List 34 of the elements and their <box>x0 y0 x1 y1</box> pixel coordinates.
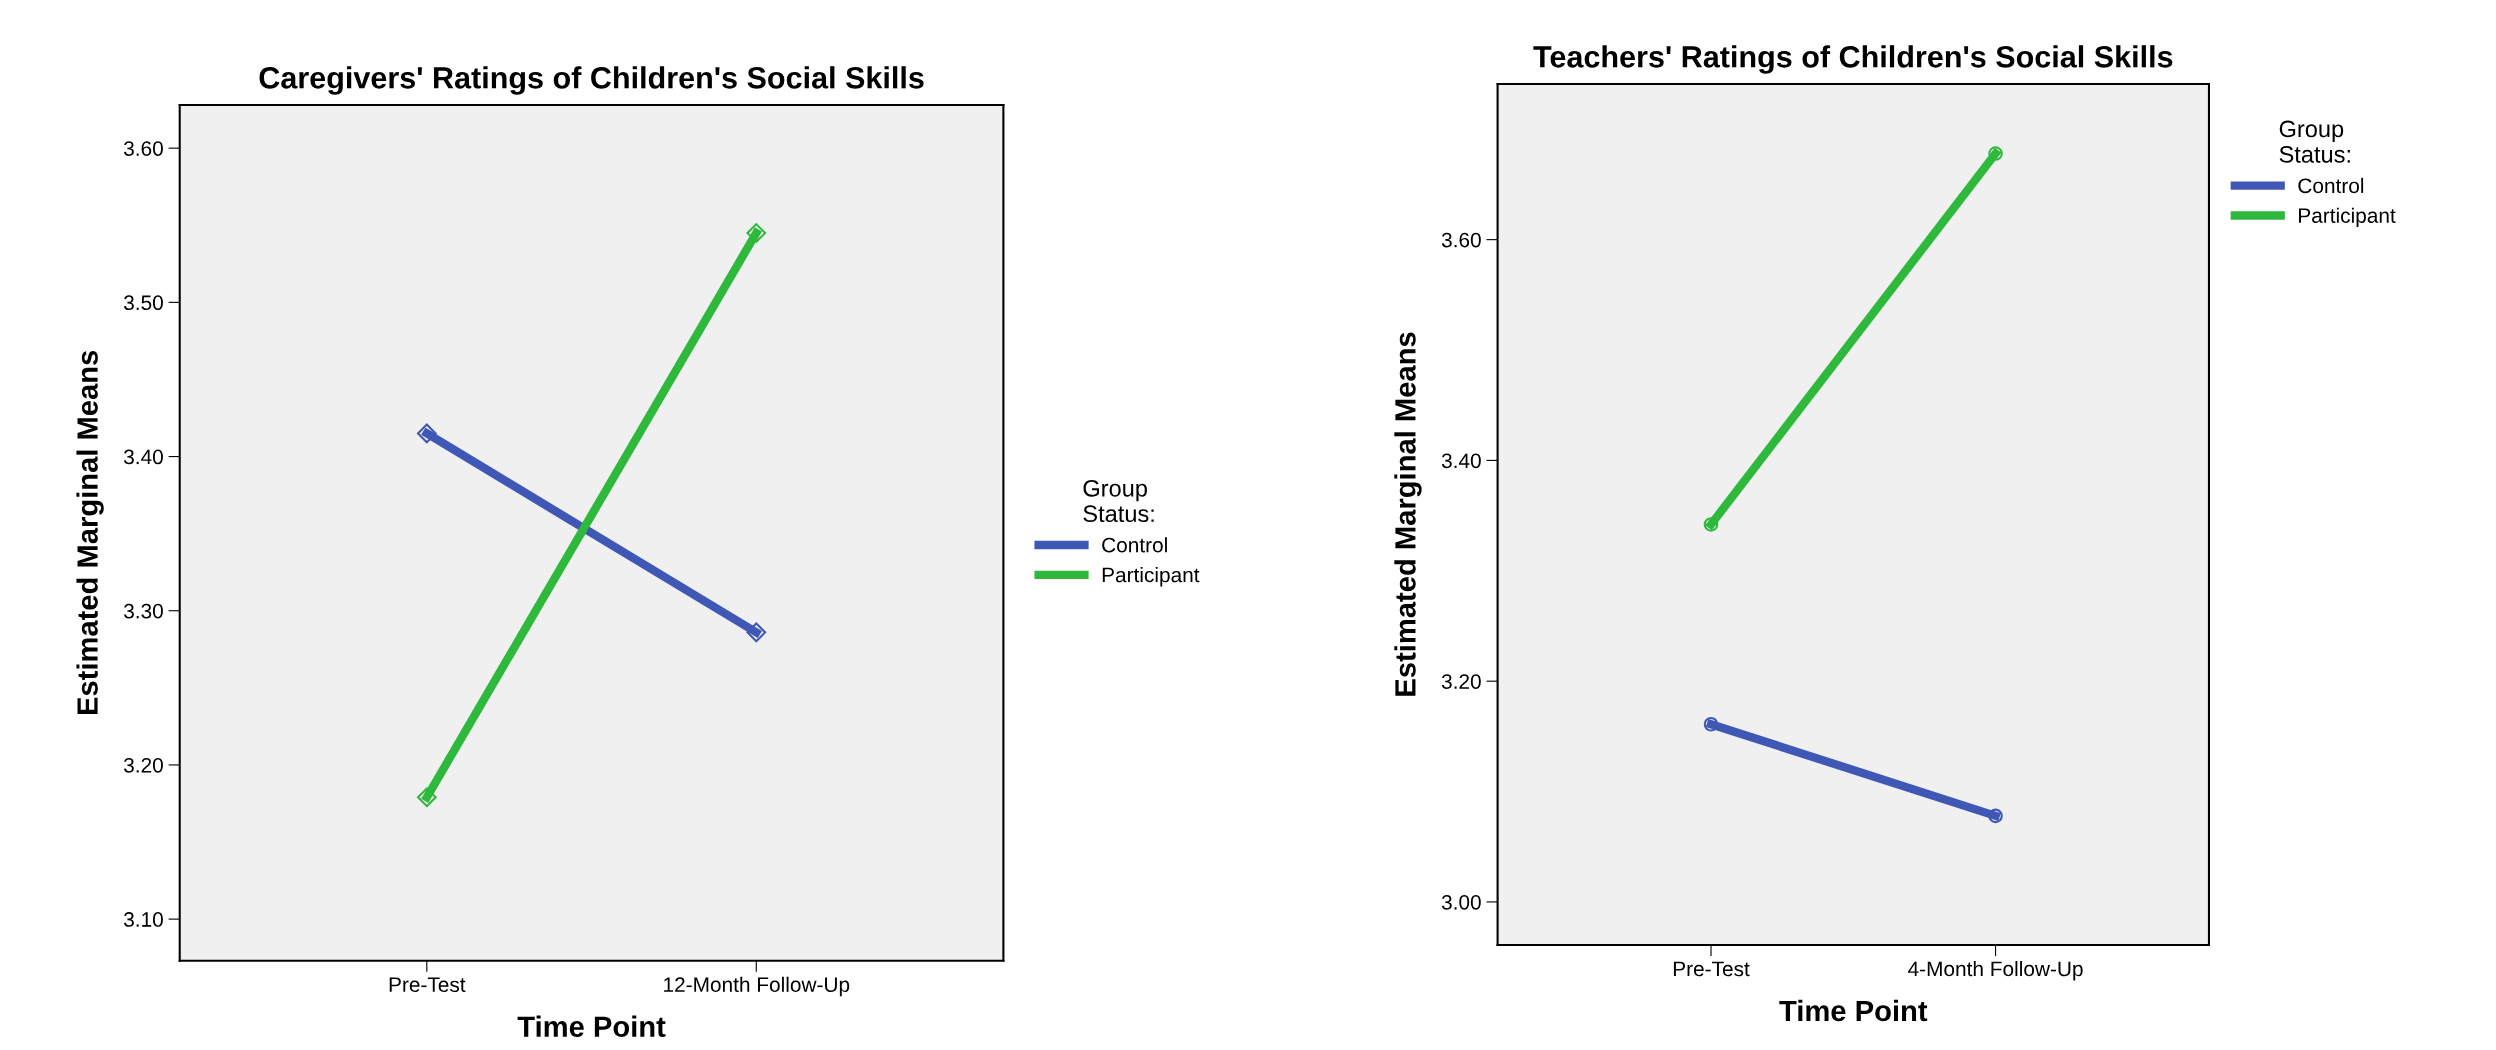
x-tick-label: 4-Month Follow-Up <box>1908 960 2083 981</box>
y-tick-label: 3.60 <box>123 141 163 156</box>
legend-label: Participant <box>2299 207 2396 228</box>
point <box>1988 808 2003 824</box>
y-tick-label: 3.10 <box>123 912 163 927</box>
y-axis-title: Estimated Marginal Means <box>1394 332 1422 696</box>
point <box>746 223 767 243</box>
y-tick-label: 3.20 <box>1441 674 1481 689</box>
y-tick-label: 3.00 <box>1441 894 1481 910</box>
legend-title: Group Status: <box>1083 479 1154 523</box>
point <box>1988 146 2003 161</box>
legend-label: Control <box>2298 177 2364 194</box>
legend-label: Participant <box>1102 567 1200 587</box>
x-tick-label: Pre-Test <box>389 977 466 993</box>
y-tick-label: 3.40 <box>1441 453 1481 469</box>
y-tick-label: 3.60 <box>1441 232 1481 248</box>
y-tick-label: 3.30 <box>123 603 163 619</box>
y-tick-label: 3.50 <box>123 295 163 311</box>
point <box>1703 517 1719 532</box>
legend-label: Control <box>1102 537 1167 553</box>
x-tick-label: 12-Month Follow-Up <box>664 976 850 997</box>
y-tick-label: 3.40 <box>123 449 163 465</box>
chart-title: Teachers' Ratings of Children's Social Skills <box>1533 45 2173 74</box>
x-axis-title: Time Point <box>1779 999 1928 1022</box>
point <box>1703 716 1719 732</box>
chart-title: Caregivers' Ratings of Children's Social Skills <box>259 66 924 95</box>
x-tick-label: Pre-Test <box>1673 961 1750 977</box>
point <box>746 622 767 643</box>
y-axis-title: Estimated Marginal Means <box>76 350 104 715</box>
y-tick-label: 3.20 <box>123 757 163 773</box>
point <box>416 423 437 444</box>
x-axis-title: Time Point <box>517 1015 666 1038</box>
legend-title: Group Status: <box>2279 120 2350 163</box>
point <box>416 787 437 808</box>
